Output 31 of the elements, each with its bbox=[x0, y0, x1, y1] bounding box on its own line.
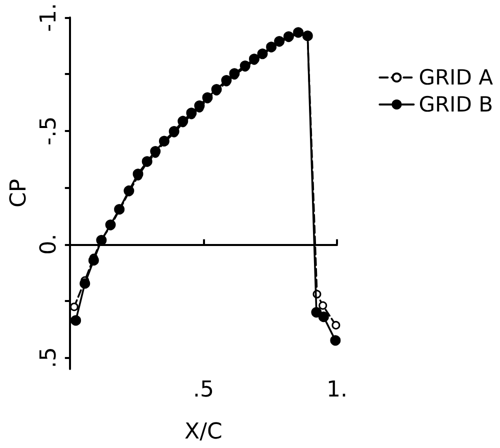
point bbox=[124, 185, 134, 196]
legend-label: GRID A bbox=[418, 66, 494, 90]
point bbox=[211, 84, 222, 95]
point bbox=[88, 255, 99, 266]
point bbox=[283, 31, 294, 42]
y-tick-label: -.5 bbox=[36, 116, 62, 146]
point bbox=[194, 100, 205, 111]
point bbox=[332, 320, 340, 330]
point bbox=[80, 278, 90, 289]
point bbox=[330, 335, 341, 346]
point bbox=[248, 54, 260, 64]
point bbox=[318, 312, 329, 322]
point bbox=[186, 108, 197, 118]
legend-label: GRID B bbox=[418, 92, 493, 116]
point bbox=[318, 301, 328, 310]
point bbox=[240, 60, 250, 72]
point bbox=[178, 116, 188, 126]
point bbox=[168, 126, 180, 137]
y-tick-label: 0. bbox=[36, 234, 62, 255]
point bbox=[150, 146, 161, 157]
point bbox=[70, 315, 82, 326]
y-axis-title: CP bbox=[6, 178, 32, 208]
x-tick-label: 1. bbox=[326, 378, 348, 402]
point bbox=[132, 168, 144, 180]
point bbox=[221, 75, 232, 86]
y-tick-label: -1. bbox=[36, 2, 62, 32]
y-tick-label: .5 bbox=[36, 347, 62, 368]
point bbox=[202, 92, 213, 103]
point bbox=[311, 307, 322, 318]
x-axis-title: X/C bbox=[184, 420, 222, 444]
point bbox=[229, 68, 240, 79]
